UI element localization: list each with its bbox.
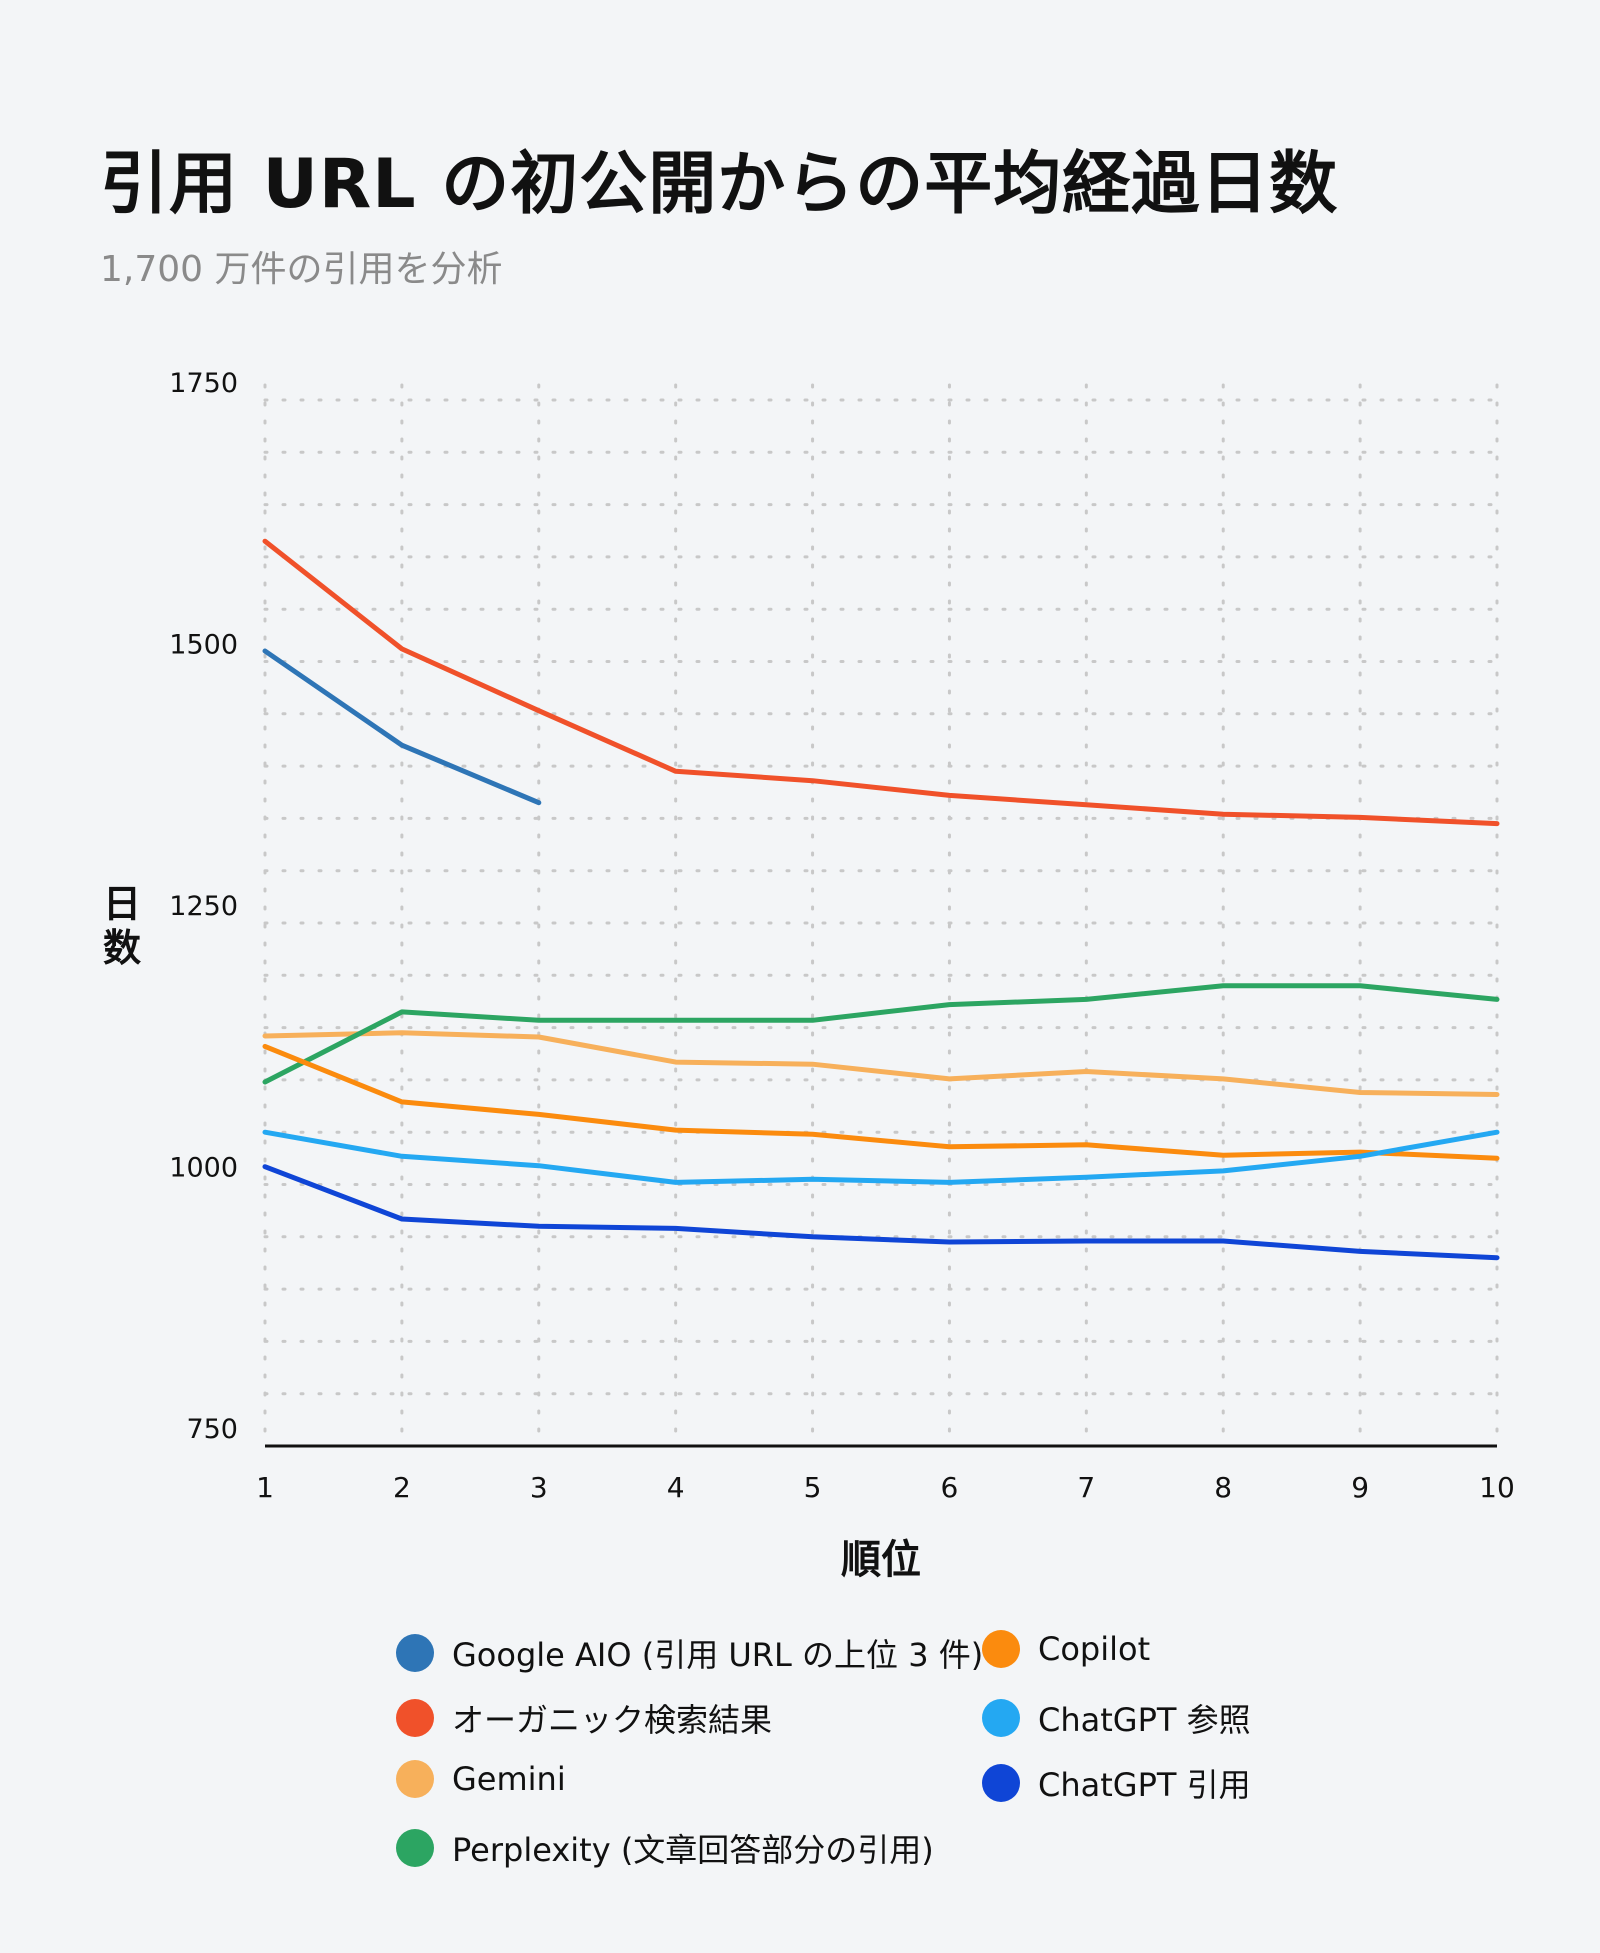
line-chart: 750 1000 1250 1500 1750 1 2 3 4 5 6 7 8 9 10 順位 日数	[103, 368, 1515, 1583]
series-line	[262, 1129, 1500, 1185]
legend-swatch	[982, 1630, 1020, 1668]
legend-item-google-aio: Google AIO (引用 URL の上位 3 件)	[396, 1630, 983, 1676]
x-tick-label: 10	[1479, 1471, 1515, 1504]
legend-item-copilot: Copilot	[982, 1630, 1150, 1668]
series-line	[262, 1030, 1500, 1097]
y-tick-label: 1750	[169, 368, 238, 399]
legend-label: Google AIO (引用 URL の上位 3 件)	[452, 1636, 984, 1674]
series-line	[262, 1043, 1500, 1161]
legend-label: Gemini	[452, 1760, 566, 1798]
axis-labels: 750 1000 1250 1500 1750 1 2 3 4 5 6 7 8 9 10 順位 日数	[103, 368, 1515, 1583]
chart-subtitle: 1,700 万件の引用を分析	[100, 249, 503, 290]
series-line	[262, 648, 542, 806]
y-tick-label: 750	[186, 1414, 238, 1445]
legend-swatch	[396, 1829, 434, 1867]
legend-item-chatgpt-reference: ChatGPT 参照	[982, 1695, 1251, 1741]
x-tick-label: 6	[941, 1471, 959, 1504]
legend-swatch	[396, 1760, 434, 1798]
x-tick-label: 2	[393, 1471, 411, 1504]
y-tick-label: 1000	[169, 1153, 238, 1184]
chart-title: 引用 URL の初公開からの平均経過日数	[100, 145, 1339, 224]
y-axis-title: 数	[103, 926, 141, 970]
y-axis-title: 日	[103, 882, 141, 926]
x-tick-label: 8	[1214, 1471, 1232, 1504]
x-tick-label: 1	[256, 1471, 274, 1504]
legend-label: オーガニック検索結果	[452, 1701, 773, 1739]
legend-swatch	[396, 1699, 434, 1737]
legend: Google AIO (引用 URL の上位 3 件) オーガニック検索結果 G…	[396, 1630, 1296, 1910]
legend-item-organic: オーガニック検索結果	[396, 1695, 772, 1741]
grid-lines	[263, 383, 1499, 1448]
x-tick-label: 9	[1351, 1471, 1369, 1504]
legend-label: ChatGPT 引用	[1038, 1766, 1251, 1804]
legend-item-perplexity: Perplexity (文章回答部分の引用)	[396, 1825, 934, 1871]
legend-label: ChatGPT 参照	[1038, 1701, 1251, 1739]
legend-label: Perplexity (文章回答部分の引用)	[452, 1831, 934, 1869]
legend-item-gemini: Gemini	[396, 1760, 566, 1798]
legend-item-chatgpt-citation: ChatGPT 引用	[982, 1760, 1251, 1806]
legend-swatch	[982, 1699, 1020, 1737]
y-tick-label: 1500	[169, 630, 238, 661]
x-tick-label: 5	[804, 1471, 822, 1504]
legend-label: Copilot	[1038, 1630, 1151, 1668]
y-tick-label: 1250	[169, 891, 238, 922]
x-tick-label: 3	[530, 1471, 548, 1504]
series-line	[262, 983, 1500, 1085]
legend-swatch	[396, 1634, 434, 1672]
x-tick-label: 4	[667, 1471, 685, 1504]
x-axis-title: 順位	[841, 1537, 921, 1583]
x-tick-label: 7	[1077, 1471, 1095, 1504]
legend-swatch	[982, 1764, 1020, 1802]
series-lines	[262, 538, 1500, 1261]
series-line	[262, 538, 1500, 827]
series-line	[262, 1164, 1500, 1261]
